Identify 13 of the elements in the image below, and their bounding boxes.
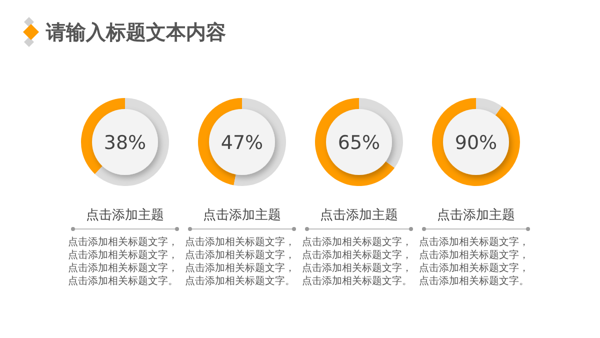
text: 65% — [338, 132, 380, 154]
text: 点击添加主题 — [85, 207, 165, 224]
text: 38% — [104, 132, 146, 154]
text: 点击添加相关标题文字，点击添加相关标题文字，点击添加相关标题文字，点击添加相关标题文字。 — [185, 236, 296, 288]
text: 点击添加主题 — [202, 207, 282, 224]
text: 请输入标题文本内容 — [46, 19, 226, 46]
text: 点击添加相关标题文字，点击添加相关标题文字，点击添加相关标题文字，点击添加相关标题文字。 — [302, 236, 413, 288]
text: 47% — [220, 132, 264, 154]
text: 点击添加相关标题文字，点击添加相关标题文字，点击添加相关标题文字，点击添加相关标题文字。 — [68, 236, 179, 288]
text: 点击添加相关标题文字，点击添加相关标题文字，点击添加相关标题文字，点击添加相关标题文字。 — [419, 236, 530, 288]
text: 点击添加主题 — [319, 207, 399, 224]
text: 90% — [454, 132, 498, 154]
text: 点击添加主题 — [436, 207, 516, 224]
